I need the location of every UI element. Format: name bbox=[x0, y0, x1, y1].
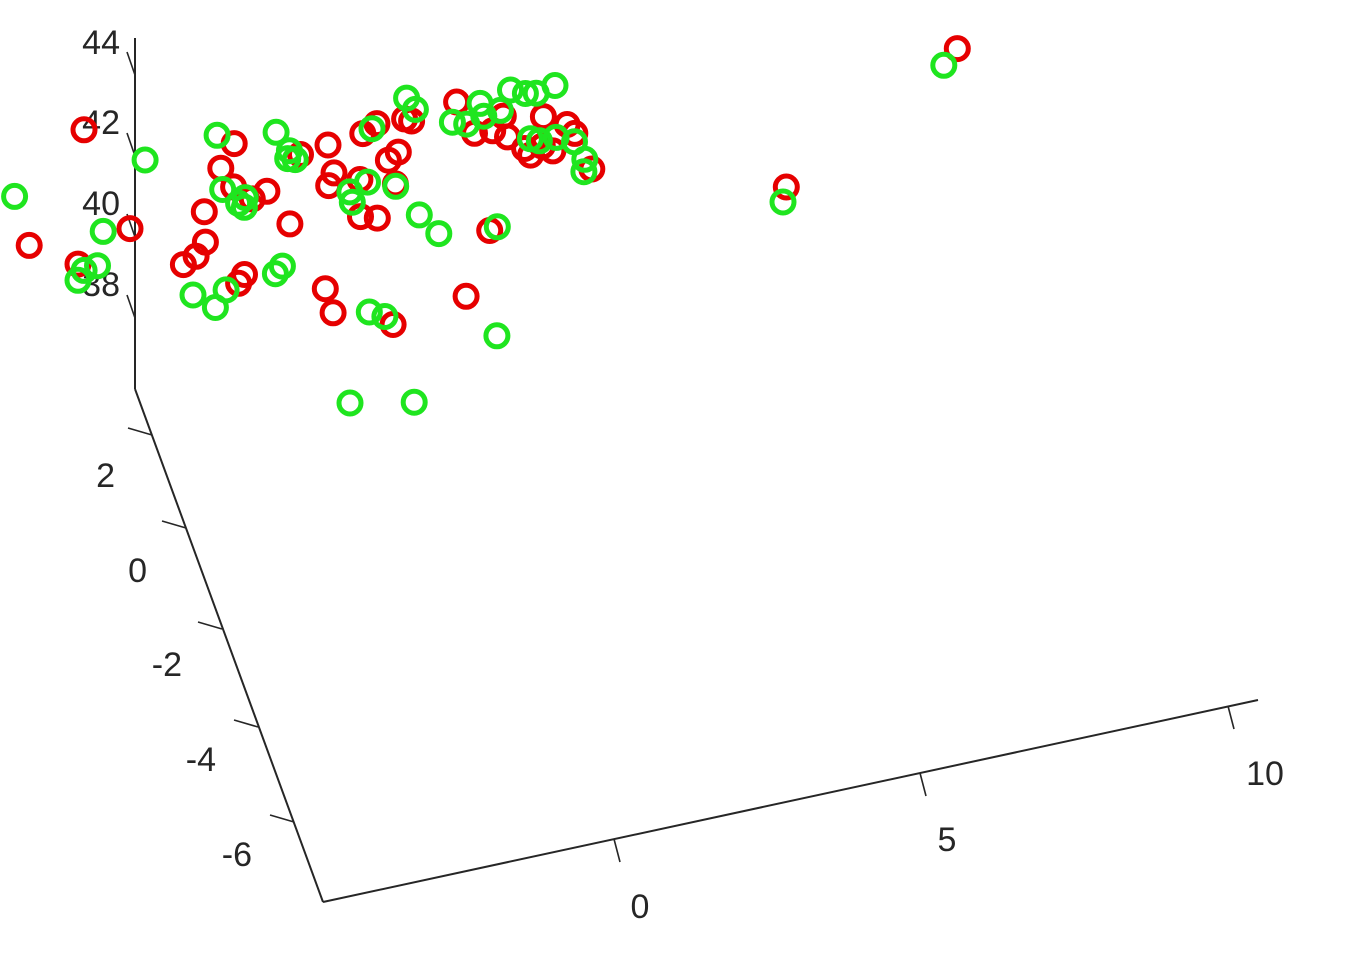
x-axis-ticks: 0 5 10 bbox=[613, 705, 1284, 926]
data-point bbox=[190, 198, 218, 226]
data-point bbox=[511, 80, 539, 107]
data-point bbox=[483, 213, 511, 241]
data-point bbox=[382, 172, 410, 200]
data-point bbox=[203, 121, 231, 149]
x-tick-label: 0 bbox=[631, 888, 650, 926]
data-point bbox=[212, 276, 240, 304]
data-point bbox=[70, 256, 98, 284]
axes bbox=[134, 38, 1259, 903]
data-point bbox=[207, 154, 235, 182]
y-tick-label: 2 bbox=[96, 457, 115, 495]
z-tick-label: 44 bbox=[82, 24, 120, 62]
y-tick-mark-neg4 bbox=[233, 719, 259, 728]
data-point bbox=[483, 322, 511, 350]
data-point bbox=[311, 275, 339, 303]
data-point bbox=[179, 281, 207, 309]
data-point bbox=[363, 204, 391, 232]
data-point bbox=[84, 252, 111, 280]
data-point bbox=[769, 188, 797, 216]
y-tick-label: -4 bbox=[186, 741, 216, 779]
series-1 bbox=[1, 51, 958, 417]
data-point bbox=[541, 72, 569, 99]
z-tick-label: 40 bbox=[82, 185, 120, 223]
data-point bbox=[452, 282, 480, 310]
data-point bbox=[169, 251, 197, 279]
data-point bbox=[363, 110, 391, 138]
data-point bbox=[262, 118, 290, 146]
data-point bbox=[486, 96, 514, 124]
data-point bbox=[355, 298, 383, 326]
y-tick-label: -2 bbox=[152, 646, 182, 684]
y-tick-label: -6 bbox=[222, 836, 252, 874]
x-tick-label: 10 bbox=[1246, 755, 1284, 793]
x-tick-mark-10 bbox=[1227, 705, 1235, 730]
data-point bbox=[374, 146, 402, 174]
data-point bbox=[400, 388, 428, 416]
data-point bbox=[497, 76, 524, 104]
x-tick-mark-5 bbox=[919, 772, 927, 797]
data-point bbox=[930, 51, 958, 79]
y-tick-mark-0 bbox=[161, 520, 187, 529]
data-point bbox=[70, 116, 98, 144]
data-point bbox=[231, 184, 259, 212]
data-point bbox=[1, 182, 29, 210]
x-tick-mark-0 bbox=[613, 838, 621, 863]
data-point bbox=[571, 145, 599, 173]
data-point bbox=[570, 158, 598, 186]
data-point bbox=[354, 168, 381, 196]
x-axis-line bbox=[322, 699, 1259, 903]
data-point bbox=[116, 215, 144, 243]
data-point bbox=[336, 389, 364, 417]
y-axis-line bbox=[134, 388, 324, 903]
data-markers bbox=[1, 35, 971, 417]
data-point bbox=[281, 146, 309, 174]
data-point bbox=[525, 127, 553, 155]
data-point bbox=[276, 210, 304, 238]
data-point bbox=[89, 217, 117, 245]
data-point bbox=[209, 176, 237, 203]
data-point bbox=[943, 35, 971, 63]
data-point bbox=[425, 220, 453, 248]
z-tick-mark-38 bbox=[126, 294, 136, 319]
data-point bbox=[470, 102, 498, 130]
data-point bbox=[338, 188, 366, 216]
data-point bbox=[15, 231, 43, 259]
data-point bbox=[438, 108, 466, 136]
z-tick-mark-42 bbox=[126, 132, 136, 157]
y-axis-ticks: 2 0 -2 -4 -6 bbox=[96, 427, 295, 874]
data-point bbox=[230, 193, 258, 221]
y-tick-label: 0 bbox=[128, 552, 147, 590]
y-tick-mark-2 bbox=[127, 427, 153, 436]
data-point bbox=[131, 146, 159, 174]
data-point bbox=[772, 173, 800, 201]
x-tick-label: 5 bbox=[938, 821, 957, 859]
data-point bbox=[371, 303, 399, 330]
data-point bbox=[320, 159, 348, 187]
data-point bbox=[319, 299, 347, 327]
data-point bbox=[401, 95, 429, 123]
data-point bbox=[358, 115, 386, 143]
z-tick-label: 42 bbox=[82, 104, 120, 142]
y-tick-mark-neg2 bbox=[197, 621, 223, 630]
data-point bbox=[268, 252, 296, 280]
y-tick-mark-neg6 bbox=[269, 814, 295, 823]
data-point bbox=[405, 201, 433, 229]
data-point bbox=[314, 131, 342, 159]
data-point bbox=[529, 103, 557, 131]
z-tick-mark-44 bbox=[126, 51, 136, 76]
series-0 bbox=[15, 35, 971, 338]
